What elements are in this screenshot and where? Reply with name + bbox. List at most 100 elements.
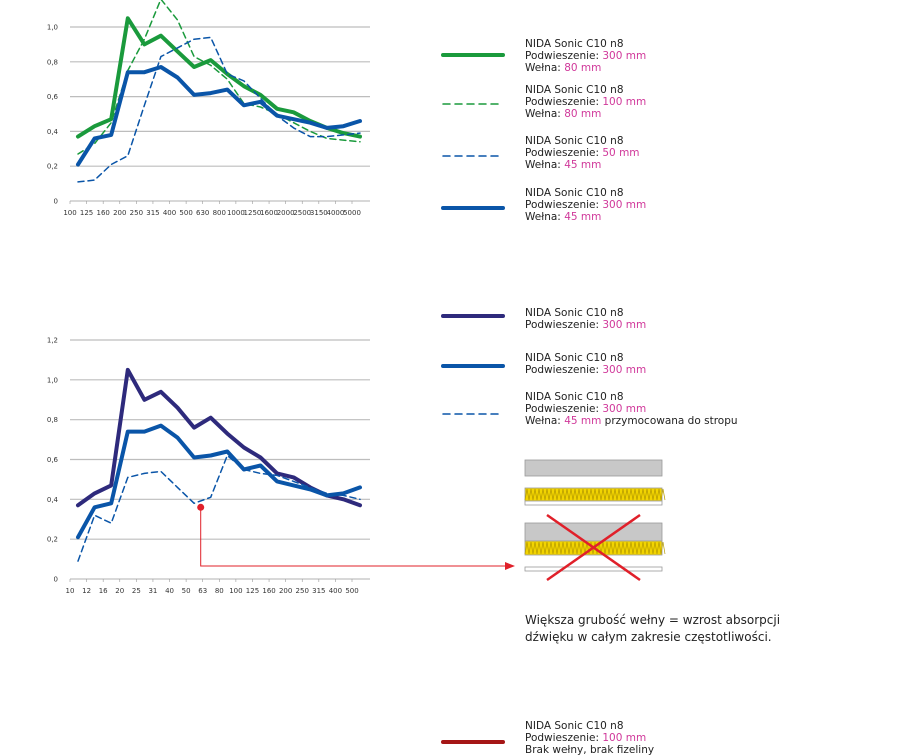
legend-label: przymocowana do stropu xyxy=(601,415,737,427)
x-tick-label: 40 xyxy=(165,587,174,595)
legend-title: NIDA Sonic C10 n8 xyxy=(525,84,646,96)
legend-value: 300 mm xyxy=(602,403,646,415)
x-tick-label: 500 xyxy=(179,209,192,217)
x-tick-label: 63 xyxy=(198,587,207,595)
legend-title: NIDA Sonic C10 n8 xyxy=(525,720,654,732)
x-tick-label: 200 xyxy=(279,587,292,595)
x-tick-label: 2500 xyxy=(293,209,311,217)
x-tick-label: 1000 xyxy=(227,209,245,217)
x-tick-label: 200 xyxy=(113,209,126,217)
y-tick-label: 0,6 xyxy=(47,456,59,464)
ceiling-slab-wrong xyxy=(525,523,662,541)
x-tick-label: 630 xyxy=(196,209,209,217)
legend-value: 100 mm xyxy=(602,732,646,744)
y-tick-label: 1,0 xyxy=(47,376,58,384)
x-tick-label: 125 xyxy=(246,587,259,595)
x-tick-label: 10 xyxy=(66,587,75,595)
x-tick-label: 5000 xyxy=(343,209,361,217)
y-tick-label: 0 xyxy=(54,198,58,206)
legend-label: Brak wełny, brak fizeliny xyxy=(525,744,654,756)
x-tick-label: 400 xyxy=(329,587,342,595)
legend-label: Wełna: xyxy=(525,211,564,223)
legend-value: 45 mm xyxy=(564,211,601,223)
x-tick-label: 4000 xyxy=(326,209,344,217)
ceiling-panel-wrong xyxy=(525,567,662,571)
x-tick-label: 31 xyxy=(148,587,157,595)
x-tick-label: 400 xyxy=(163,209,176,217)
legend-value: 100 mm xyxy=(602,96,646,108)
x-tick-label: 2000 xyxy=(277,209,295,217)
series-line xyxy=(78,18,360,136)
legend-label: Podwieszenie: xyxy=(525,199,602,211)
legend-swatches xyxy=(443,55,503,742)
legend-value: 300 mm xyxy=(602,199,646,211)
conclusion-note: Większa grubość wełny = wzrost absorpcji… xyxy=(525,612,825,646)
x-tick-label: 1600 xyxy=(260,209,278,217)
x-tick-label: 250 xyxy=(130,209,143,217)
y-tick-label: 0 xyxy=(54,576,58,584)
legend-label: Wełna: xyxy=(525,159,564,171)
x-tick-label: 160 xyxy=(262,587,275,595)
x-tick-label: 800 xyxy=(213,209,226,217)
note-line: dźwięku w całym zakresie częstotliwości. xyxy=(525,629,825,646)
legend-value: 300 mm xyxy=(602,364,646,376)
x-tick-label: 160 xyxy=(96,209,109,217)
legend-title: NIDA Sonic C10 n8 xyxy=(525,187,646,199)
x-tick-label: 25 xyxy=(132,587,141,595)
legend-value: 80 mm xyxy=(564,62,601,74)
ceiling-slab xyxy=(525,460,662,476)
x-tick-label: 20 xyxy=(115,587,124,595)
series-line xyxy=(78,370,360,505)
y-tick-label: 1,2 xyxy=(47,337,58,345)
y-tick-label: 0,6 xyxy=(47,93,59,101)
y-tick-label: 0,2 xyxy=(47,536,58,544)
y-tick-label: 0,4 xyxy=(47,496,59,504)
legend-value: 300 mm xyxy=(602,50,646,62)
layer-diagram xyxy=(525,460,665,580)
x-tick-label: 16 xyxy=(99,587,108,595)
series-line xyxy=(78,67,360,165)
legend-value: 300 mm xyxy=(602,319,646,331)
x-tick-label: 250 xyxy=(296,587,309,595)
legend-label: Podwieszenie: xyxy=(525,319,602,331)
series-line xyxy=(78,426,360,538)
note-line: Większa grubość wełny = wzrost absorpcji xyxy=(525,612,825,629)
y-tick-label: 0,8 xyxy=(47,416,58,424)
legend-label: Podwieszenie: xyxy=(525,732,602,744)
x-tick-label: 80 xyxy=(215,587,224,595)
x-tick-label: 500 xyxy=(345,587,358,595)
legend-title: NIDA Sonic C10 n8 xyxy=(525,352,646,364)
x-tick-label: 125 xyxy=(80,209,93,217)
legend-title: NIDA Sonic C10 n8 xyxy=(525,38,646,50)
legend-value: 80 mm xyxy=(564,108,601,120)
legend-title: NIDA Sonic C10 n8 xyxy=(525,307,646,319)
legend-value: 50 mm xyxy=(602,147,639,159)
legend-label: Wełna: xyxy=(525,415,564,427)
legend-value: 45 mm xyxy=(564,415,601,427)
legend-value: 45 mm xyxy=(564,159,601,171)
x-tick-label: 3150 xyxy=(310,209,328,217)
legend-title: NIDA Sonic C10 n8 xyxy=(525,135,640,147)
x-tick-label: 50 xyxy=(182,587,191,595)
legend-label: Wełna: xyxy=(525,62,564,74)
x-tick-label: 1250 xyxy=(244,209,262,217)
y-tick-label: 1,0 xyxy=(47,24,58,32)
x-tick-label: 100 xyxy=(63,209,76,217)
legend-label: Podwieszenie: xyxy=(525,147,602,159)
x-tick-label: 315 xyxy=(146,209,159,217)
legend-label: Podwieszenie: xyxy=(525,96,602,108)
legend-label: Wełna: xyxy=(525,108,564,120)
arrow-head-icon xyxy=(505,562,515,570)
ceiling-panel xyxy=(525,501,662,505)
annotation-arrow-line xyxy=(201,507,508,566)
